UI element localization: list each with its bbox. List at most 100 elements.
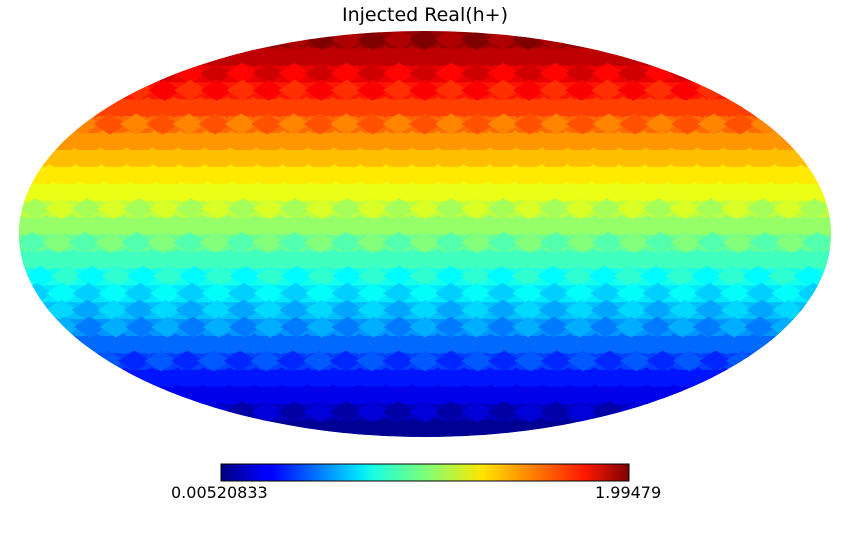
sky-pixel xyxy=(640,316,673,338)
sky-pixel xyxy=(474,384,507,406)
sky-pixel xyxy=(382,401,416,423)
sky-pixel xyxy=(486,316,519,338)
sky-pixel xyxy=(696,231,730,253)
sky-pixel xyxy=(356,79,390,101)
sky-pixel xyxy=(85,164,118,186)
sky-pixel xyxy=(473,248,507,270)
sky-pixel xyxy=(604,367,637,389)
sky-pixel xyxy=(73,316,106,338)
sky-pixel xyxy=(409,316,441,338)
sky-pixel xyxy=(500,45,533,67)
sky-pixel xyxy=(603,147,636,169)
sky-pixel xyxy=(408,231,442,253)
colorbar-max-label: 1.99479 xyxy=(595,483,662,502)
sky-pixel xyxy=(238,333,271,355)
sky-pixel xyxy=(369,384,403,406)
sky-pixel xyxy=(140,181,172,203)
sky-pixel xyxy=(408,113,442,135)
sky-pixel xyxy=(486,198,520,220)
sky-pixel xyxy=(448,215,481,237)
sky-pixel xyxy=(655,248,688,270)
sky-pixel xyxy=(615,316,648,338)
sky-pixel xyxy=(58,147,91,169)
sky-pixel xyxy=(370,130,403,152)
sky-pixel xyxy=(331,299,364,321)
sky-pixel xyxy=(539,79,572,101)
sky-pixel xyxy=(746,198,779,220)
sky-pixel xyxy=(305,316,338,338)
sky-pixel xyxy=(251,401,285,423)
sky-pixel xyxy=(631,215,664,237)
sky-pixel xyxy=(228,316,261,338)
sky-pixel xyxy=(329,113,363,135)
sky-pixel xyxy=(767,265,800,287)
colorbar-min-label: 0.00520833 xyxy=(171,483,268,502)
sky-pixel xyxy=(185,333,219,355)
sky-pixel xyxy=(434,31,467,50)
sky-pixel xyxy=(628,130,661,152)
sky-pixel xyxy=(461,401,494,423)
sky-pixel xyxy=(382,231,416,253)
sky-pixel xyxy=(344,130,377,152)
sky-pixel xyxy=(369,45,402,67)
sky-pixel xyxy=(652,181,685,203)
sky-pixel xyxy=(264,333,297,355)
sky-pixel xyxy=(332,265,365,287)
sky-pixel xyxy=(487,350,521,372)
sky-pixel xyxy=(396,418,429,437)
sky-pixel xyxy=(751,350,785,372)
sky-pixel xyxy=(718,316,751,338)
sky-pixel xyxy=(679,130,712,152)
sky-pixel xyxy=(329,350,363,372)
sky-pixel xyxy=(514,350,548,372)
sky-pixel xyxy=(408,401,442,423)
sky-pixel xyxy=(626,181,659,203)
sky-pixel xyxy=(590,299,623,321)
sky-pixel xyxy=(278,62,311,84)
sky-pixel xyxy=(290,45,324,67)
sky-pixel xyxy=(357,282,390,304)
sky-pixel xyxy=(370,418,403,437)
sky-pixel xyxy=(317,384,350,406)
sky-pixel xyxy=(421,96,455,118)
sky-pixel xyxy=(278,79,311,101)
sky-pixel xyxy=(395,147,429,169)
sky-pixel xyxy=(723,113,757,135)
sky-pixel xyxy=(733,147,766,169)
sky-pixel xyxy=(795,316,828,338)
sky-pixel xyxy=(447,181,480,203)
sky-pixel xyxy=(513,79,546,101)
sky-pixel xyxy=(513,113,547,135)
sky-pixel xyxy=(408,79,442,101)
sky-pixel xyxy=(356,198,390,220)
sky-pixel xyxy=(33,164,66,186)
sky-pixel xyxy=(279,299,312,321)
sky-pixel xyxy=(461,62,494,84)
sky-pixel xyxy=(707,147,740,169)
sky-pixel xyxy=(253,299,286,321)
sky-pixel xyxy=(669,79,702,101)
sky-pixel xyxy=(186,215,219,237)
sky-pixel xyxy=(240,147,273,169)
sky-pixel xyxy=(174,79,207,101)
sky-pixel xyxy=(225,231,259,253)
sky-pixel xyxy=(461,350,495,372)
sky-pixel xyxy=(578,384,611,406)
sky-pixel xyxy=(45,299,78,321)
sky-pixel xyxy=(330,79,363,101)
sky-pixel xyxy=(173,231,206,253)
sky-pixel xyxy=(421,248,455,270)
sky-pixel xyxy=(382,62,416,84)
sky-pixel xyxy=(277,113,311,135)
sky-pixel xyxy=(697,113,731,135)
sky-pixel xyxy=(539,401,573,423)
sky-pixel xyxy=(356,299,390,321)
sky-pixel xyxy=(512,282,545,304)
sky-pixel xyxy=(578,215,612,237)
sky-pixel xyxy=(71,198,104,220)
sky-pixel xyxy=(499,147,532,169)
sky-pixel xyxy=(343,333,376,355)
sky-pixel xyxy=(537,316,570,338)
sky-pixel xyxy=(564,282,597,304)
sky-pixel xyxy=(772,198,805,220)
